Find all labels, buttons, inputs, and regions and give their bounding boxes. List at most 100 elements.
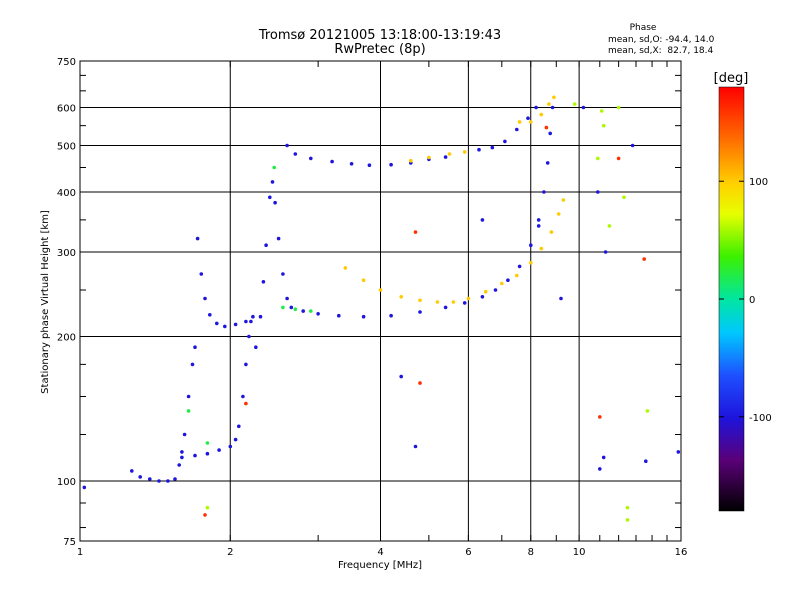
data-point	[517, 120, 522, 124]
data-point	[427, 155, 431, 160]
data-point	[301, 309, 306, 313]
data-point	[268, 195, 272, 200]
data-point	[190, 362, 195, 367]
data-point	[309, 309, 313, 313]
data-point	[642, 257, 646, 261]
data-point	[148, 477, 152, 481]
data-point	[547, 102, 551, 106]
data-point	[244, 362, 248, 367]
data-point	[237, 424, 241, 429]
data-point	[247, 334, 251, 339]
data-point	[258, 314, 263, 319]
data-point	[217, 448, 221, 452]
data-point	[285, 143, 289, 148]
phase-box-title: Phase	[630, 23, 657, 33]
data-point	[676, 450, 681, 454]
data-point	[343, 266, 348, 270]
data-point	[180, 450, 184, 454]
data-point	[622, 195, 626, 200]
data-point	[261, 280, 266, 284]
data-point	[601, 455, 606, 460]
data-point	[413, 230, 418, 234]
y-tick-label: 750	[57, 57, 76, 68]
x-tick-label: 8	[528, 547, 534, 558]
data-point	[552, 95, 556, 100]
y-tick-label: 600	[57, 104, 76, 115]
data-point	[493, 288, 498, 292]
data-point	[443, 155, 448, 159]
data-point	[251, 314, 255, 319]
data-point	[182, 432, 187, 437]
data-point	[244, 401, 248, 406]
data-point	[462, 301, 467, 305]
data-point	[330, 159, 334, 164]
data-point	[418, 298, 422, 303]
data-point	[205, 451, 210, 456]
data-point	[598, 415, 602, 419]
chart-subtitle: RwPretec (8p)	[334, 42, 425, 57]
data-point	[367, 163, 372, 167]
data-point	[625, 518, 630, 522]
colorbar-tick-label: -100	[749, 413, 772, 424]
data-point	[526, 116, 530, 120]
data-point	[529, 120, 533, 124]
data-point	[598, 467, 602, 471]
data-point	[462, 150, 467, 154]
data-point	[409, 158, 413, 163]
data-point	[443, 305, 448, 310]
x-axis-label: Frequency [MHz]	[338, 560, 422, 571]
data-point	[539, 246, 544, 251]
data-point	[273, 200, 277, 205]
data-point	[281, 272, 285, 276]
data-point	[466, 296, 471, 301]
data-point	[536, 218, 541, 222]
data-point	[616, 156, 621, 161]
data-point	[389, 313, 393, 318]
data-point	[249, 319, 253, 324]
data-point	[316, 312, 320, 316]
data-point	[205, 441, 210, 445]
data-point	[130, 469, 134, 473]
x-tick-label: 1	[77, 547, 83, 558]
colorbar-ticks: 100 0 -100	[719, 177, 772, 424]
data-point	[289, 305, 294, 310]
data-point	[599, 109, 604, 113]
data-point	[177, 463, 181, 467]
data-point	[199, 272, 204, 276]
data-point	[215, 321, 219, 326]
data-point	[517, 264, 522, 269]
data-point	[193, 345, 197, 350]
x-tick-label: 6	[465, 547, 471, 558]
data-point	[399, 295, 404, 299]
data-point	[435, 300, 440, 304]
data-point	[208, 313, 212, 317]
data-point	[233, 322, 238, 327]
data-point	[264, 243, 268, 247]
y-tick-label: 500	[57, 142, 76, 153]
data-point	[515, 127, 519, 132]
data-point	[534, 105, 538, 110]
data-point	[389, 162, 393, 167]
data-point	[233, 437, 238, 442]
data-point	[418, 381, 422, 385]
data-point	[545, 161, 550, 165]
data-point	[542, 190, 546, 194]
data-point	[581, 105, 586, 110]
data-point	[616, 105, 621, 110]
data-point	[596, 190, 600, 194]
y-tick-label: 75	[63, 537, 76, 548]
data-point	[559, 296, 563, 301]
data-point	[244, 319, 248, 324]
x-tick-label: 10	[573, 547, 586, 558]
data-point	[451, 300, 456, 304]
data-point	[399, 374, 404, 379]
data-point	[272, 165, 277, 170]
data-point	[413, 444, 418, 449]
data-point	[223, 324, 227, 329]
data-point	[549, 230, 554, 234]
data-point	[572, 102, 577, 106]
data-point	[186, 409, 191, 413]
y-tick-label: 300	[57, 248, 76, 259]
data-point	[506, 278, 510, 283]
data-point	[309, 156, 313, 161]
